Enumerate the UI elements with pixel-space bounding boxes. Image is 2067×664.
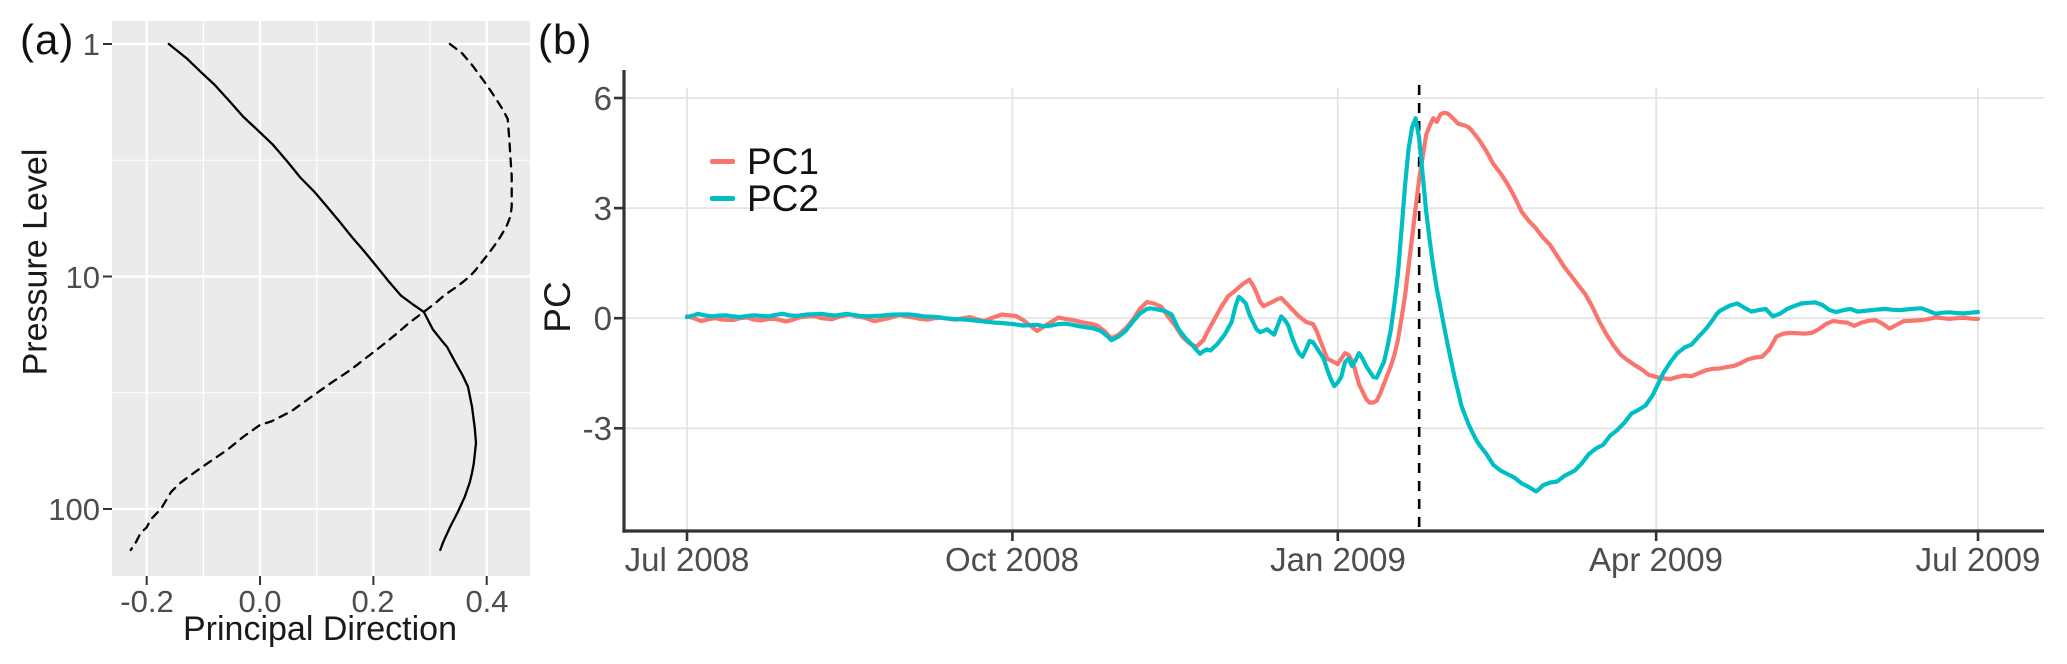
legend: PC1 PC2 [710,143,819,217]
panel-b-x-tick-label: Jul 2008 [624,541,750,578]
panel-a-y-tick-label: 10 [65,260,100,295]
panel-b-y-tick-label: 3 [593,190,612,227]
panel-b-y-tick-label: 6 [593,80,612,117]
panel-a-background [112,21,530,576]
panel-a-label: (a) [20,16,75,63]
panel-b-y-tick-label: -3 [582,410,612,447]
panel-a-series-solid-principal-direction [167,42,478,552]
panel-a [103,21,530,585]
legend-label-pc1: PC1 [747,141,819,182]
panel-b [614,70,2044,541]
pc2-line-key-icon [710,196,735,201]
panel-a-y-tick-label: 100 [48,492,100,527]
panel-b-label: (b) [538,16,593,63]
legend-item-pc2: PC2 [710,180,819,217]
panel-b-y-tick-label: 0 [593,300,612,337]
panel-a-series-dashed-principal-direction [129,42,513,552]
panel-a-x-tick-label: -0.2 [120,584,174,619]
series-PC1 [684,110,1981,405]
legend-item-pc1: PC1 [710,143,819,180]
panel-b-x-tick-label: Apr 2009 [1589,541,1723,578]
panel-a-x-tick-label: 0.0 [238,584,282,619]
panel-b-x-tick-label: Jan 2009 [1270,541,1406,578]
panel-a-x-axis-title: Principal Direction [183,610,457,648]
pc1-line-key-icon [710,159,735,164]
series-PC2 [684,116,1981,494]
panel-b-x-tick-label: Jul 2009 [1915,541,2041,578]
panel-b-x-tick-label: Oct 2008 [945,541,1079,578]
panel-a-x-tick-label: 0.2 [351,584,395,619]
legend-label-pc2: PC2 [747,178,819,219]
panel-a-x-tick-label: 0.4 [465,584,509,619]
panel-a-y-tick-label: 1 [82,27,100,62]
